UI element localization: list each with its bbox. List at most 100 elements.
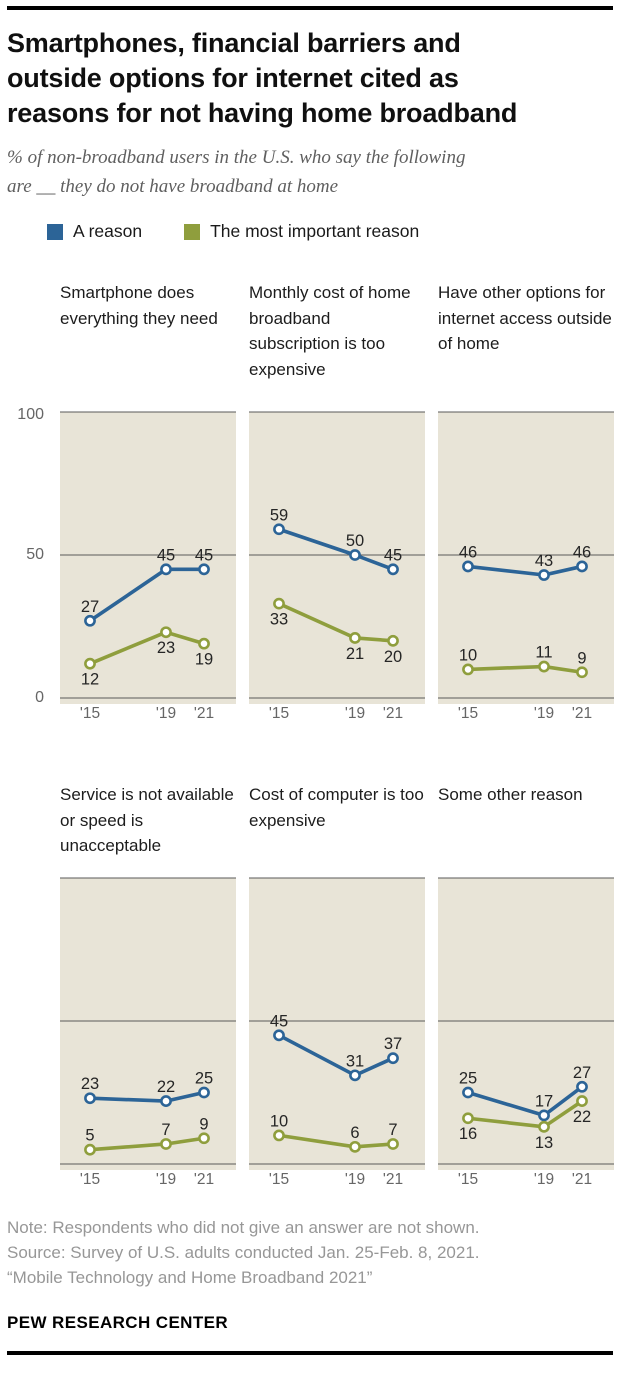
value-label: 23 (157, 640, 175, 658)
x-tick-label: '19 (534, 1171, 554, 1188)
value-label: 45 (270, 1013, 288, 1031)
x-tick-label: '15 (458, 1171, 478, 1188)
x-tick-label: '15 (458, 705, 478, 722)
x-tick-label: '19 (345, 1171, 365, 1188)
y-tick-label: 50 (26, 547, 44, 564)
value-label: 17 (535, 1093, 553, 1111)
series-a-reason: 59 50 45 (270, 507, 402, 576)
data-point (462, 663, 474, 676)
x-tick-label: '15 (80, 1171, 100, 1188)
data-point (576, 1081, 588, 1093)
series-most-important-reason: 33 21 20 (270, 598, 402, 666)
axis-gutter-spacer (7, 782, 47, 872)
data-point (349, 549, 361, 562)
value-label: 59 (270, 507, 288, 525)
panel-title: Have other options for internet access o… (438, 283, 612, 354)
value-label: 33 (270, 611, 288, 629)
chart-title: Smartphones, financial barriers and outs… (7, 28, 518, 129)
series-most-important-reason: 10 6 7 (270, 1113, 399, 1154)
data-point (349, 1141, 361, 1154)
x-tick-label: '19 (156, 1171, 176, 1188)
axis-gutter-spacer (7, 280, 47, 406)
chart-row-1: Smartphone does everything they need Mont… (7, 280, 614, 722)
chart-subtitle: % of non-broadband users in the U.S. who… (7, 147, 466, 197)
data-point (198, 563, 210, 576)
value-label: 46 (459, 544, 477, 562)
legend: A reason The most important reason (47, 221, 613, 242)
value-label: 46 (573, 544, 591, 562)
series-a-reason: 27 45 45 (81, 547, 213, 627)
value-label: 27 (573, 1064, 591, 1082)
series-most-important-reason: 10 11 9 (459, 644, 588, 679)
panel-titles-row: Service is not available or speed is una… (7, 782, 613, 872)
data-point (198, 1086, 210, 1099)
series-a-reason: 45 31 37 (270, 1013, 402, 1082)
panel-chart: 23 22 25 5 7 9 '15 '19 '21 (60, 877, 236, 1188)
data-point (576, 560, 588, 573)
x-tick-label: '21 (194, 1171, 214, 1188)
series-most-important-reason: 12 23 19 (81, 626, 213, 689)
x-tick-label: '21 (572, 705, 592, 722)
value-label: 5 (85, 1127, 94, 1145)
data-point (349, 632, 361, 645)
x-tick-label: '21 (194, 705, 214, 722)
data-point (387, 1138, 399, 1151)
data-point (160, 563, 172, 576)
value-label: 50 (346, 532, 364, 550)
data-point (273, 1029, 285, 1042)
x-tick-label: '21 (572, 1171, 592, 1188)
value-label: 16 (459, 1126, 477, 1144)
value-label: 22 (573, 1108, 591, 1126)
value-label: 27 (81, 598, 99, 616)
data-point (84, 615, 96, 627)
value-label: 12 (81, 671, 99, 689)
top-rule (7, 6, 613, 10)
value-label: 22 (157, 1078, 175, 1096)
value-label: 25 (459, 1070, 477, 1088)
value-label: 9 (577, 650, 586, 668)
panel-chart: 59 50 45 33 21 20 '15 '19 '21 (249, 411, 425, 722)
data-point (198, 1132, 210, 1145)
x-tick-label: '21 (383, 705, 403, 722)
data-point (538, 569, 550, 582)
note-text: Note: Respondents who did not give an an… (7, 1218, 480, 1238)
series-a-reason: 23 22 25 (81, 1070, 213, 1108)
chart-row-2: Service is not available or speed is una… (7, 782, 614, 1188)
legend-item: A reason (47, 221, 142, 242)
x-tick-label: '19 (534, 705, 554, 722)
panel-background (60, 412, 236, 705)
data-point (273, 1129, 285, 1142)
data-point (538, 1109, 550, 1122)
value-label: 10 (459, 647, 477, 665)
data-point (576, 1095, 588, 1108)
panel-title: Some other reason (438, 785, 583, 805)
value-label: 7 (161, 1121, 170, 1139)
value-label: 45 (195, 547, 213, 565)
series-most-important-reason: 5 7 9 (84, 1116, 210, 1156)
panel-chart: 25 17 27 16 13 22 '15 '19 '21 (438, 877, 614, 1188)
data-point (84, 658, 96, 670)
data-point (576, 666, 588, 679)
data-point (160, 1138, 172, 1151)
data-point (349, 1069, 361, 1082)
y-tick-label: 0 (35, 690, 44, 707)
panel-title: Cost of computer is too expensive (249, 785, 424, 830)
panel-chart: 27 45 45 12 23 19 '15 '19 '21 (60, 411, 236, 722)
panel-background (438, 412, 614, 705)
x-tick-label: '15 (269, 1171, 289, 1188)
panel-plots-row: 23 22 25 5 7 9 '15 '19 '21 45 31 37 10 6 7 '15 '19 '21 25 1… (7, 872, 614, 1188)
source-text: Source: Survey of U.S. adults conducted … (7, 1243, 480, 1263)
data-point (84, 1092, 96, 1105)
value-label: 20 (384, 648, 402, 666)
legend-swatch-a-reason (47, 223, 63, 240)
data-point (160, 626, 172, 639)
value-label: 45 (384, 547, 402, 565)
data-point (462, 1112, 474, 1125)
x-tick-label: '19 (156, 705, 176, 722)
small-multiples-grid: Smartphone does everything they need Mont… (7, 280, 614, 1188)
panel-title: Service is not available or speed is una… (60, 785, 234, 856)
legend-label: The most important reason (210, 221, 420, 242)
panel-titles-row: Smartphone does everything they need Mont… (7, 280, 613, 406)
panel-title: Monthly cost of home broadband subscript… (249, 283, 411, 379)
